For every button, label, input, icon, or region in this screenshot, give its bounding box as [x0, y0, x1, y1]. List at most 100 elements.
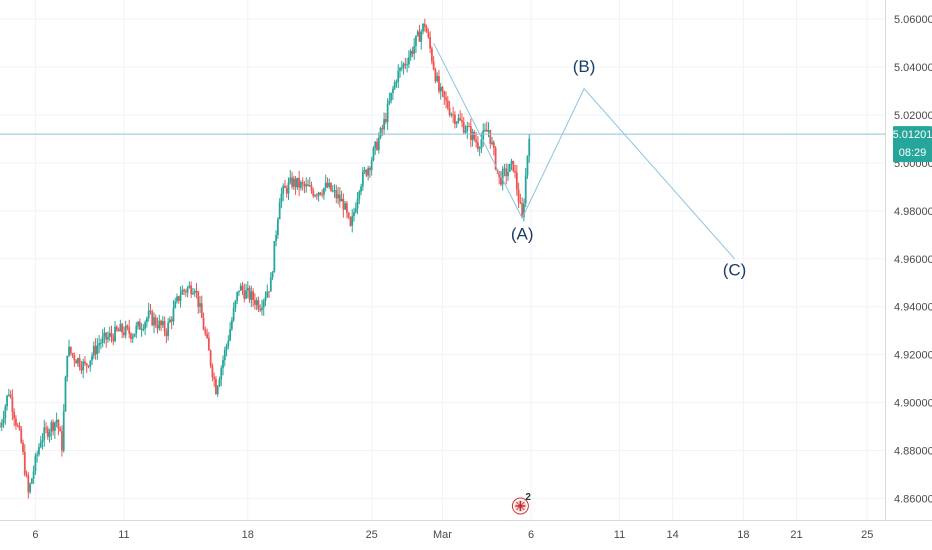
candle-body: [167, 322, 170, 337]
candle-body: [112, 336, 115, 342]
candle-body: [192, 293, 194, 295]
candle-body: [406, 64, 408, 66]
candle-body: [273, 241, 276, 273]
candle-body: [298, 177, 301, 188]
candle-body: [50, 422, 53, 432]
candle-body: [0, 426, 1, 428]
x-tick-label: 21: [790, 529, 802, 541]
candle-body: [232, 308, 235, 321]
candle-body: [169, 319, 171, 323]
candle-body: [75, 360, 78, 364]
candle-body: [457, 118, 460, 123]
candle-body: [41, 439, 44, 443]
last-price-value: 5.01201: [893, 129, 932, 141]
candle-body: [234, 300, 237, 309]
candle-body: [333, 190, 336, 192]
candle-body: [395, 81, 398, 83]
candle-body: [13, 412, 16, 419]
candle-body: [268, 291, 270, 293]
candle-body: [163, 321, 166, 332]
candle-body: [528, 138, 531, 156]
candle-body: [121, 324, 124, 333]
candle-body: [508, 163, 511, 172]
candle-body: [416, 31, 419, 36]
candle-body: [347, 212, 350, 218]
candle-body: [131, 336, 134, 339]
candle-body: [291, 177, 293, 187]
x-tick-label: 18: [737, 529, 749, 541]
candle-body: [57, 419, 60, 429]
candle-body: [207, 337, 210, 351]
candle-body: [114, 326, 116, 342]
candle-body: [489, 129, 492, 144]
candle-body: [135, 325, 138, 334]
candle-body: [89, 360, 92, 367]
candle-body: [22, 442, 24, 452]
event-badge[interactable]: 2: [511, 492, 531, 515]
time-axis[interactable]: 6 11 18 25 Mar 6 11 14 18 21 25: [32, 529, 873, 541]
candle-body: [48, 431, 51, 437]
candle-body: [2, 418, 5, 424]
candle-body: [282, 185, 285, 194]
candle-body: [78, 358, 81, 368]
last-price-tag: 5.01201 08:29: [893, 126, 932, 163]
candle-body: [367, 168, 370, 176]
candle-body: [133, 333, 136, 337]
candle-body: [262, 300, 265, 308]
candle-body: [402, 63, 405, 68]
price-axis[interactable]: 5.060005.040005.020005.000004.980004.960…: [894, 14, 932, 505]
candle-body: [323, 188, 325, 195]
last-price-tag-box: [893, 126, 932, 163]
candle-body: [253, 299, 256, 305]
candle-body: [55, 419, 58, 423]
candle-body: [20, 428, 23, 443]
y-tick-label: 4.96000: [894, 254, 932, 266]
y-tick-label: 5.04000: [894, 62, 932, 74]
candle-body: [0, 423, 3, 427]
candle-body: [199, 303, 201, 307]
candle-body: [52, 422, 54, 431]
candle-body: [29, 483, 31, 493]
candle-body: [39, 442, 42, 448]
candle-body: [294, 178, 297, 188]
candle-body: [289, 177, 292, 183]
elliott-wave-drawing[interactable]: [433, 42, 735, 260]
y-tick-label: 5.06000: [894, 14, 932, 26]
candle-body: [7, 394, 10, 396]
candle-body: [183, 289, 185, 292]
candle-body: [443, 91, 446, 98]
candle-body: [68, 346, 70, 356]
candle-body: [206, 333, 208, 338]
candle-body: [344, 203, 347, 210]
candle-body: [360, 186, 362, 192]
candle-body: [197, 291, 200, 307]
candle-body: [446, 100, 449, 109]
candle-body: [501, 169, 504, 185]
candle-body: [264, 297, 267, 301]
candle-body: [170, 319, 173, 322]
candle-body: [473, 131, 476, 140]
candle-body: [462, 122, 465, 133]
candle-body: [45, 427, 47, 429]
candle-body: [399, 67, 401, 71]
candle-body: [99, 342, 102, 344]
candle-body: [252, 291, 255, 300]
candle-body: [466, 126, 469, 132]
candle-body: [62, 411, 65, 451]
candle-body: [154, 317, 157, 326]
candle-body: [117, 330, 120, 332]
candle-body: [507, 171, 509, 177]
candle-body: [517, 189, 520, 202]
wave-line[interactable]: [433, 42, 735, 260]
candle-body: [381, 128, 384, 130]
candle-body: [477, 142, 479, 149]
candle-body: [420, 31, 423, 42]
candle-body: [126, 325, 129, 328]
candle-body: [464, 131, 467, 133]
candle-body: [305, 184, 308, 187]
candle-body: [227, 340, 230, 346]
candle-body: [98, 343, 101, 346]
wave-label: (B): [573, 57, 596, 76]
candle-body: [9, 394, 12, 398]
